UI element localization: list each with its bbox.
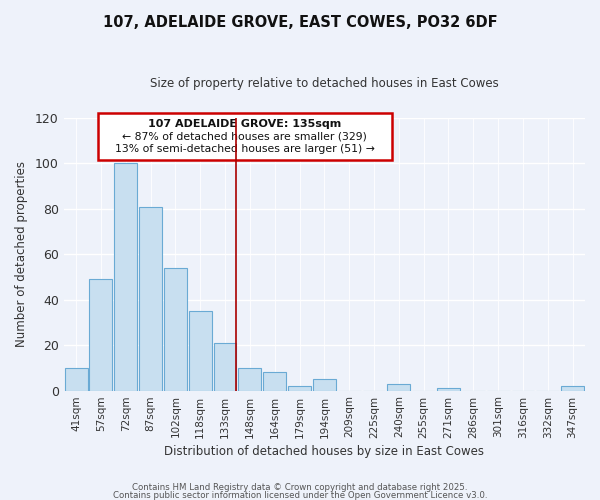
Bar — [164, 268, 187, 390]
Bar — [65, 368, 88, 390]
Bar — [238, 368, 261, 390]
Bar — [115, 164, 137, 390]
Bar — [89, 280, 112, 390]
Text: 13% of semi-detached houses are larger (51) →: 13% of semi-detached houses are larger (… — [115, 144, 375, 154]
Text: Contains public sector information licensed under the Open Government Licence v3: Contains public sector information licen… — [113, 490, 487, 500]
Y-axis label: Number of detached properties: Number of detached properties — [15, 162, 28, 348]
Bar — [561, 386, 584, 390]
Bar — [214, 343, 236, 390]
Bar — [98, 112, 392, 160]
Bar — [313, 379, 336, 390]
Bar — [139, 206, 162, 390]
Text: 107, ADELAIDE GROVE, EAST COWES, PO32 6DF: 107, ADELAIDE GROVE, EAST COWES, PO32 6D… — [103, 15, 497, 30]
Text: 107 ADELAIDE GROVE: 135sqm: 107 ADELAIDE GROVE: 135sqm — [148, 120, 341, 130]
X-axis label: Distribution of detached houses by size in East Cowes: Distribution of detached houses by size … — [164, 444, 484, 458]
Bar — [263, 372, 286, 390]
Bar — [189, 311, 212, 390]
Bar — [388, 384, 410, 390]
Title: Size of property relative to detached houses in East Cowes: Size of property relative to detached ho… — [150, 78, 499, 90]
Bar — [437, 388, 460, 390]
Bar — [288, 386, 311, 390]
Text: Contains HM Land Registry data © Crown copyright and database right 2025.: Contains HM Land Registry data © Crown c… — [132, 484, 468, 492]
Text: ← 87% of detached houses are smaller (329): ← 87% of detached houses are smaller (32… — [122, 131, 367, 141]
